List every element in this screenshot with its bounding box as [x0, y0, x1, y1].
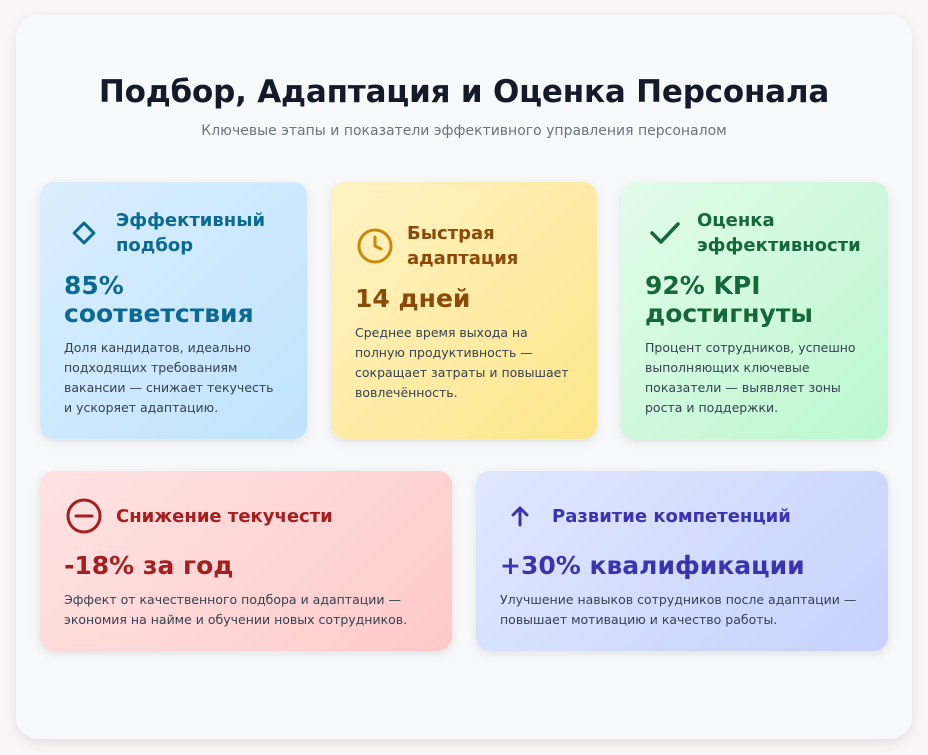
card-fast-adaptation: Быстрая адаптация 14 дней Среднее время …: [331, 182, 597, 439]
card-title: Развитие компетенций: [552, 505, 791, 527]
card-title-line-1: Оценка: [697, 210, 775, 231]
card-header: Развитие компетенций: [500, 496, 864, 536]
card-description: Улучшение навыков сотрудников после адап…: [500, 592, 857, 627]
card-value-line-2: соответствия: [64, 299, 254, 328]
card-value-line-1: 85%: [64, 271, 124, 300]
clock-icon: [355, 226, 395, 266]
card-header: Быстрая адаптация: [355, 221, 573, 271]
card-value-line-1: 14 дней: [355, 284, 471, 313]
card-title: Быстрая адаптация: [407, 221, 518, 271]
card-competency-development: Развитие компетенций +30% квалификации У…: [476, 471, 888, 651]
card-description: Среднее время выхода на полную продуктив…: [355, 325, 569, 400]
card-title: Оценка эффективности: [697, 208, 861, 258]
card-value: 85% соответствия: [64, 272, 283, 328]
card-value: 92% KPI достигнуты: [645, 272, 864, 328]
card-title: Эффективный подбор: [116, 208, 265, 258]
page-title: Подбор, Адаптация и Оценка Персонала: [98, 74, 830, 110]
card-value: +30% квалификации: [500, 551, 805, 580]
card-value: -18% за год: [64, 551, 234, 580]
card-title-line-2: эффективности: [697, 235, 861, 256]
card-description: Процент сотрудников, успешно выполняющих…: [645, 340, 856, 415]
card-header: Эффективный подбор: [64, 208, 283, 258]
card-turnover-reduction: Снижение текучести -18% за год Эффект от…: [40, 471, 452, 651]
arrow-up-icon: [500, 496, 540, 536]
card-value-line-1: 92% KPI: [645, 271, 761, 300]
checkmark-icon: [645, 213, 685, 253]
card-effective-hiring: Эффективный подбор 85% соответствия Доля…: [40, 182, 307, 439]
card-value: 14 дней: [355, 285, 573, 313]
card-header: Снижение текучести: [64, 496, 428, 536]
diamond-icon: [64, 213, 104, 253]
card-performance-evaluation: Оценка эффективности 92% KPI достигнуты …: [621, 182, 888, 439]
card-header: Оценка эффективности: [645, 208, 864, 258]
card-title-line-1: Быстрая: [407, 223, 495, 244]
card-description: Эффект от качественного подбора и адапта…: [64, 592, 408, 627]
minus-circle-icon: [64, 496, 104, 536]
page-subtitle: Ключевые этапы и показатели эффективного…: [201, 123, 727, 139]
card-title-line-2: адаптация: [407, 248, 519, 269]
card-description: Доля кандидатов, идеально подходящих тре…: [64, 340, 274, 415]
card-title: Снижение текучести: [116, 505, 333, 527]
card-title-line-1: Эффективный: [116, 210, 266, 231]
card-value-line-2: достигнуты: [645, 299, 813, 328]
card-title-line-2: подбор: [116, 235, 194, 256]
